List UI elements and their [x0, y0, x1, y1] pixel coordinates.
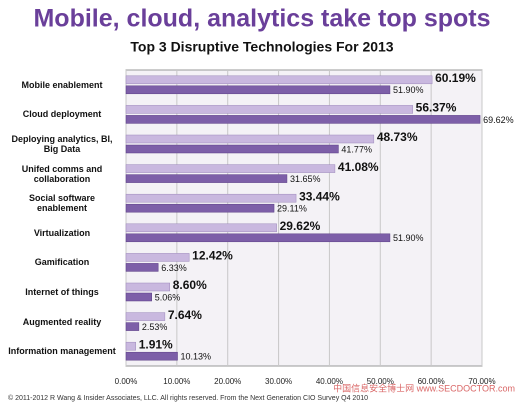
- value-label: 41.08%: [338, 160, 379, 174]
- bar: [125, 341, 136, 351]
- watermark: 中国信息安全博士网 www.SECDOCTOR.com: [333, 382, 515, 393]
- y-tick-label: Information management: [8, 346, 116, 357]
- y-tick-label: Gamification: [34, 257, 90, 268]
- bar: [125, 312, 166, 321]
- value-label: 51.90%: [393, 85, 424, 95]
- bar: [125, 233, 391, 243]
- y-tick-label: Deploying analytics, BI, Big Data: [11, 134, 113, 154]
- value-label: 29.62%: [280, 219, 321, 233]
- bar: [125, 115, 481, 124]
- value-label: 41.77%: [341, 144, 372, 154]
- value-label: 10.13%: [181, 352, 212, 362]
- bar: [125, 75, 433, 85]
- bar: [125, 351, 178, 361]
- y-tick-label: Unifed comms and collaboration: [21, 163, 103, 184]
- y-tick-label: Augmented reality: [22, 316, 102, 327]
- value-label: 12.42%: [192, 249, 233, 263]
- x-tick-label: 10.00%: [163, 377, 190, 386]
- x-tick-label: 30.00%: [265, 377, 292, 386]
- value-label: 2.53%: [142, 322, 168, 332]
- y-tick-label: Social software enablement: [28, 193, 96, 214]
- y-tick-label: Mobile enablement: [21, 79, 103, 90]
- bar: [125, 322, 140, 331]
- bar: [125, 85, 391, 95]
- x-tick-label: 0.00%: [115, 377, 138, 386]
- chart-title: Mobile, cloud, analytics take top spots: [33, 5, 490, 33]
- bar: [125, 282, 170, 292]
- bar: [125, 174, 288, 183]
- chart-subtitle: Top 3 Disruptive Technologies For 2013: [130, 39, 393, 55]
- bar: [125, 105, 413, 114]
- bar: [125, 263, 159, 272]
- x-tick-label: 70.00%: [468, 377, 495, 386]
- value-label: 69.62%: [483, 115, 514, 125]
- bar: [125, 223, 277, 233]
- value-label: 8.60%: [173, 278, 207, 292]
- bar: [125, 203, 275, 213]
- y-tick-label: Virtualization: [33, 227, 91, 238]
- y-tick-label: Internet of things: [25, 287, 99, 297]
- x-tick-label: 40.00%: [316, 377, 343, 386]
- value-label: 7.64%: [168, 308, 202, 322]
- bar: [125, 134, 375, 144]
- value-label: 51.90%: [393, 233, 424, 243]
- bar: [125, 253, 190, 262]
- x-tick-label: 60.00%: [418, 377, 445, 386]
- bar: [125, 144, 339, 154]
- x-tick-label: 20.00%: [214, 377, 241, 386]
- bar: [125, 193, 297, 203]
- value-label: 48.73%: [377, 130, 418, 144]
- value-label: 60.19%: [435, 71, 476, 85]
- value-label: 6.33%: [161, 263, 187, 273]
- bar: [125, 292, 152, 302]
- footer: © 2011-2012 R Wang & Insider Associates,…: [8, 394, 368, 402]
- value-label: 29.11%: [277, 204, 307, 214]
- x-tick-label: 50.00%: [367, 377, 394, 386]
- value-label: 56.37%: [416, 101, 457, 115]
- value-label: 1.91%: [139, 337, 173, 351]
- bar: [125, 164, 336, 173]
- value-label: 31.65%: [290, 174, 321, 184]
- value-label: 5.06%: [155, 292, 181, 302]
- value-label: 33.44%: [299, 189, 340, 203]
- y-tick-label: Cloud deployment: [22, 109, 102, 120]
